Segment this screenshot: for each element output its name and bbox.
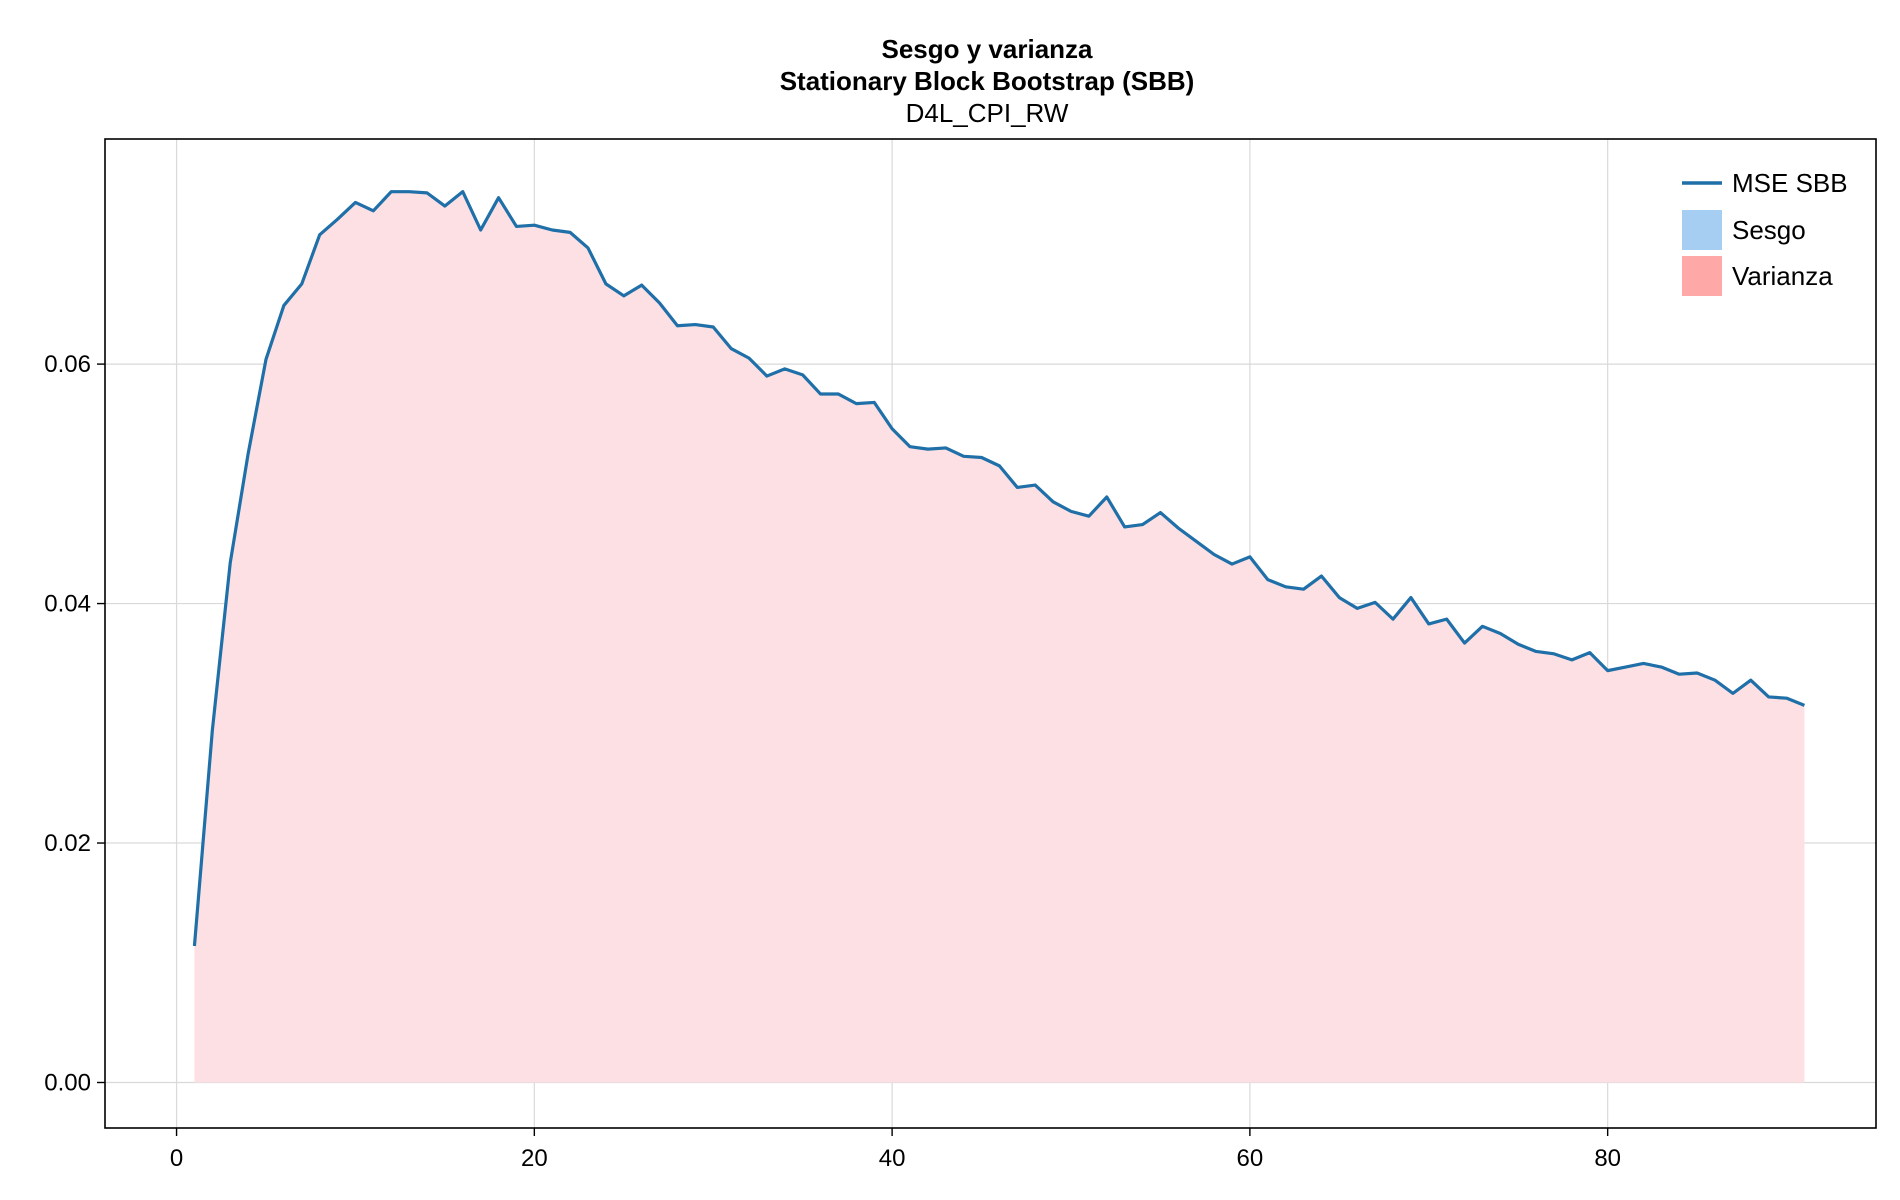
legend-swatch-sesgo [1682,210,1722,250]
legend-label-sesgo: Sesgo [1732,215,1806,245]
chart-title: Sesgo y varianza [882,34,1094,64]
legend: MSE SBB Sesgo Varianza [1682,168,1848,296]
x-axis-ticks: 0 20 40 60 80 [170,1128,1621,1172]
line-mse-sbb [192,190,1806,947]
y-axis-ticks: 0.00 0.02 0.04 0.06 [44,351,105,1097]
plot-frame [104,138,1877,1129]
x-tick-label: 80 [1594,1145,1621,1172]
y-tick-label: 0.02 [44,830,91,857]
area-series [194,191,1805,1083]
x-tick-label: 40 [879,1145,906,1172]
x-tick-label: 20 [521,1145,548,1172]
chart-subtitle: Stationary Block Bootstrap (SBB) [780,66,1195,96]
line-series [192,190,1806,947]
y-tick-label: 0.00 [44,1070,91,1097]
x-tick-label: 60 [1237,1145,1264,1172]
legend-label-mse-sbb: MSE SBB [1732,168,1848,198]
legend-label-varianza: Varianza [1732,261,1833,291]
area-varianza [194,191,1805,1083]
plot-area [104,138,1877,1129]
chart-subtitle-series: D4L_CPI_RW [906,98,1069,128]
legend-swatch-varianza [1682,256,1722,296]
x-tick-label: 0 [170,1145,183,1172]
y-tick-label: 0.06 [44,351,91,378]
y-tick-label: 0.04 [44,591,91,618]
